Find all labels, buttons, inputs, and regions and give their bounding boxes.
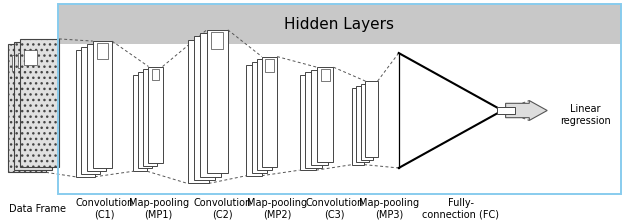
Bar (20, 39, 59, 167)
Bar (194, 36, 215, 180)
Text: Map-pooling
(MP2): Map-pooling (MP2) (247, 198, 307, 220)
Text: Map-pooling
(MP1): Map-pooling (MP1) (129, 198, 189, 220)
Bar (252, 62, 267, 173)
Bar (97, 43, 108, 59)
Bar (207, 30, 228, 173)
Text: Convolution
(C1): Convolution (C1) (75, 198, 134, 220)
Text: Hidden Layers: Hidden Layers (284, 17, 394, 32)
Bar (257, 59, 272, 170)
Bar (361, 84, 373, 160)
Bar (188, 40, 209, 183)
Bar (24, 50, 37, 65)
Bar (305, 72, 322, 168)
Bar (211, 32, 223, 49)
Bar (87, 44, 106, 171)
Bar (76, 50, 95, 177)
Text: Convolution
(C2): Convolution (C2) (193, 198, 252, 220)
Bar (246, 65, 262, 176)
Bar (265, 59, 274, 72)
Bar (58, 4, 621, 44)
Bar (12, 55, 24, 71)
Text: Map-pooling
(MP3): Map-pooling (MP3) (359, 198, 419, 220)
Text: Convolution
(C3): Convolution (C3) (305, 198, 364, 220)
Bar (14, 42, 52, 170)
Text: Data Frame: Data Frame (8, 204, 66, 214)
Bar (138, 72, 152, 168)
Bar (143, 69, 157, 166)
Bar (352, 88, 364, 165)
Bar (356, 86, 369, 162)
Bar (317, 67, 333, 162)
Bar (262, 57, 277, 167)
Bar (300, 75, 316, 170)
Text: Linear
regression: Linear regression (560, 104, 611, 126)
Bar (311, 70, 328, 165)
Bar (321, 69, 330, 81)
Bar (148, 67, 163, 163)
Bar (133, 75, 147, 171)
FancyArrow shape (506, 101, 547, 120)
Bar (81, 47, 100, 174)
Bar (365, 81, 378, 157)
Bar (58, 4, 621, 194)
Bar (152, 69, 159, 80)
Bar (18, 53, 31, 68)
Text: Fully-
connection (FC): Fully- connection (FC) (422, 198, 499, 220)
Bar (8, 44, 46, 172)
Bar (200, 33, 221, 177)
Bar (93, 41, 112, 168)
